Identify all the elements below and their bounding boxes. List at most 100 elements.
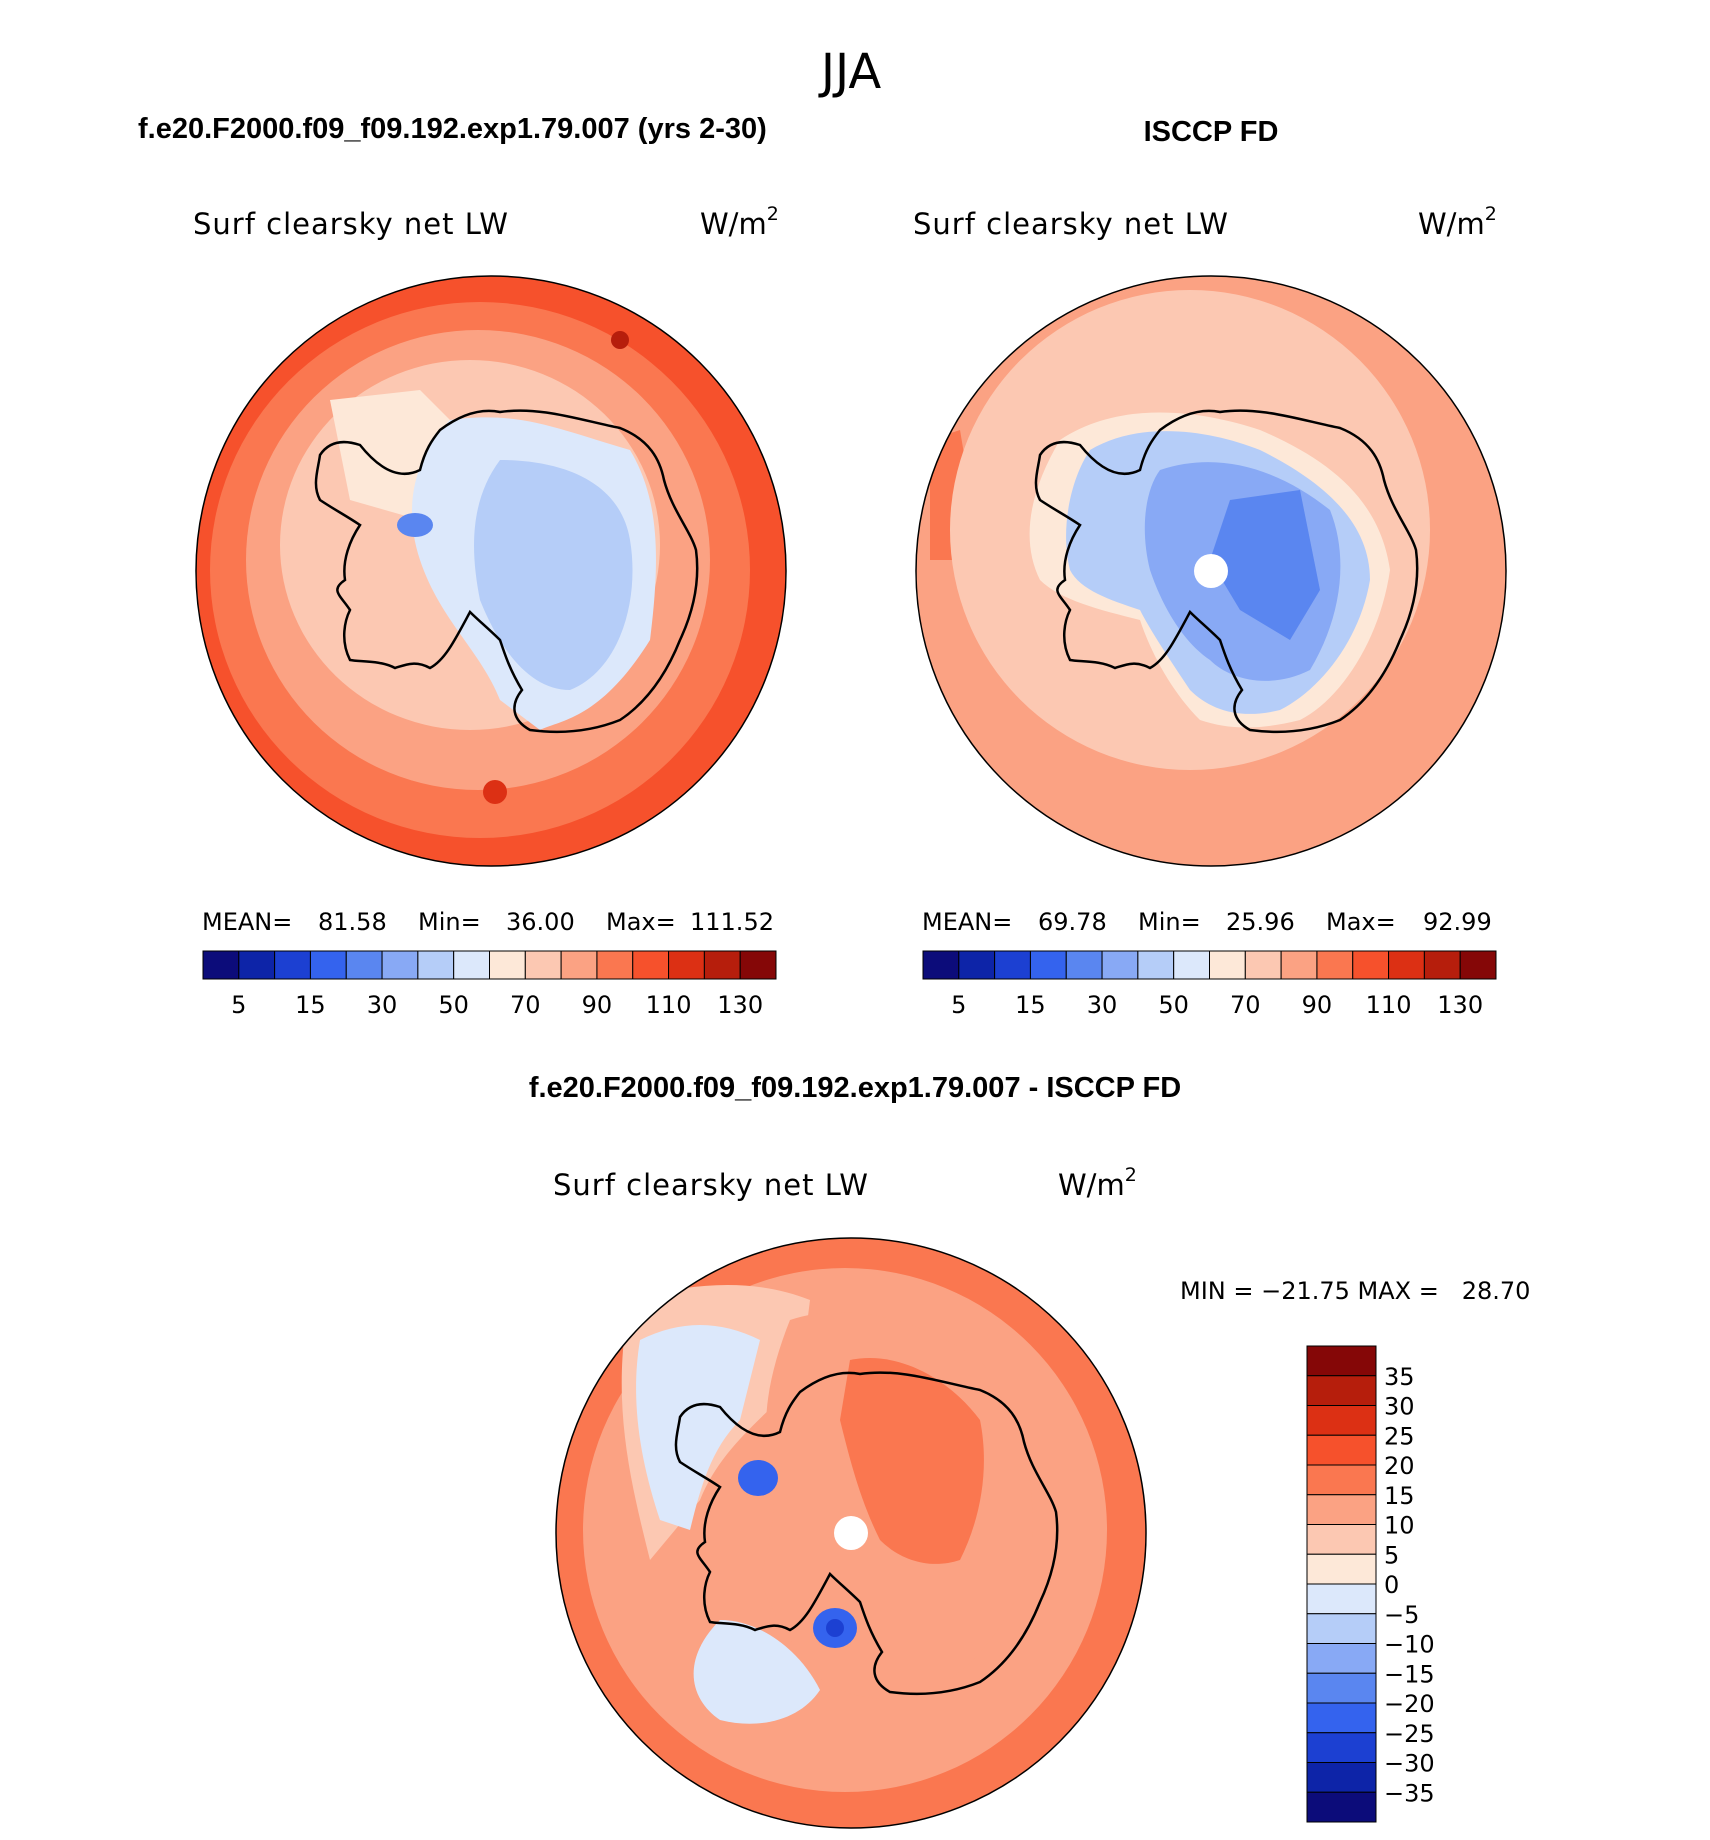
panel-diff-colorbar-swatch [1306, 1524, 1377, 1555]
panel-diff-colorbar-tick-label: 20 [1384, 1452, 1415, 1480]
panel-diff-colorbar-swatch [1306, 1494, 1377, 1525]
panel-model-mean-value: 81.58 [318, 908, 387, 936]
panel-obs-colorbar-tick-label: 110 [1366, 991, 1412, 1019]
panel-diff-colorbar-swatch [1306, 1553, 1377, 1585]
panel-model-colorbar-swatch [632, 950, 670, 980]
panel-obs-colorbar-swatch [1423, 950, 1461, 980]
panel-model-colorbar-tick-label: 90 [582, 991, 613, 1019]
panel-model-colorbar-swatch [668, 950, 705, 980]
panel-model-units: W/m2 [700, 203, 779, 241]
panel-diff-colorbar-swatch [1306, 1613, 1377, 1644]
panel-model-variable: Surf clearsky net LW [193, 207, 509, 241]
panel-model-map [196, 276, 786, 866]
panel-obs-colorbar-tick-label: 50 [1158, 991, 1189, 1019]
panel-diff-variable: Surf clearsky net LW [553, 1168, 869, 1202]
panel-obs-pole-hole [1194, 554, 1228, 588]
panel-model-colorbar-tick-label: 15 [295, 991, 326, 1019]
panel-model-colorbar-swatch [489, 950, 526, 980]
panel-model-mean-label: MEAN= [202, 908, 292, 936]
panel-obs-colorbar-tick-label: 15 [1015, 991, 1046, 1019]
panel-model-colorbar-tick-label: 130 [717, 991, 763, 1019]
panel-obs-max-label: Max= [1326, 908, 1396, 936]
panel-obs-colorbar-tick-label: 90 [1302, 991, 1333, 1019]
panel-model-colorbar-tick-label: 110 [646, 991, 692, 1019]
panel-model-max-label: Max= [606, 908, 676, 936]
panel-diff-colorbar-swatch [1306, 1672, 1377, 1704]
panel-obs-colorbar-swatch [1137, 950, 1175, 980]
panel-model-colorbar-swatch [524, 950, 562, 980]
panel-model-units-base: W/m [700, 207, 767, 241]
panel-diff-colorbar-swatch [1306, 1583, 1377, 1615]
panel-diff-units-base: W/m [1058, 1168, 1125, 1202]
panel-model-map-border [195, 275, 787, 867]
panel-model-min-value: 36.00 [506, 908, 575, 936]
panel-model: f.e20.F2000.f09_f09.192.exp1.79.007 (yrs… [138, 113, 787, 1019]
panel-model-colorbar-swatch [202, 950, 240, 980]
panel-model-colorbar-swatch [381, 950, 419, 980]
panel-diff-colorbar-tick-label: 25 [1384, 1422, 1415, 1450]
panel-diff-colorbar-tick-label: −25 [1384, 1720, 1435, 1748]
panel-diff-colorbar-swatch [1306, 1762, 1377, 1793]
panel-diff-minmax: MIN = −21.75 MAX = 28.70 [1180, 1277, 1530, 1305]
panel-diff-colorbar-tick-label: 5 [1384, 1541, 1399, 1569]
panel-diff-colorbar-tick-label: 15 [1384, 1482, 1415, 1510]
panel-obs-mean-label: MEAN= [922, 908, 1012, 936]
panel-obs-colorbar-swatch [1280, 950, 1318, 980]
panel-model-coastline [314, 409, 699, 734]
panel-diff-colorbar-swatch [1306, 1405, 1377, 1436]
panel-obs-colorbar-swatch [1173, 950, 1210, 980]
panel-obs-min-value: 25.96 [1226, 908, 1295, 936]
panel-model-colorbar-swatch [453, 950, 490, 980]
panel-obs-map [916, 276, 1506, 866]
panel-model-units-exp: 2 [767, 203, 779, 225]
panel-diff-case-title: f.e20.F2000.f09_f09.192.exp1.79.007 - IS… [529, 1072, 1181, 1104]
panel-diff-pole-hole [834, 1516, 868, 1550]
panel-model-colorbar-swatch [417, 950, 455, 980]
panel-model-colorbar-swatch [309, 950, 347, 980]
panel-model-colorbar-tick-label: 30 [367, 991, 398, 1019]
panel-obs-colorbar-swatch [1209, 950, 1246, 980]
panel-obs-units-base: W/m [1418, 207, 1485, 241]
panel-model-colorbar-swatch [274, 950, 311, 980]
panel-diff-colorbar-tick-label: −20 [1384, 1690, 1435, 1718]
panel-diff-colorbar-tick-label: −35 [1384, 1779, 1435, 1807]
panel-obs-units: W/m2 [1418, 203, 1497, 241]
panel-model-max-value: 111.52 [690, 908, 774, 936]
panel-diff-colorbar-tick-label: −30 [1384, 1750, 1435, 1778]
panel-model-case-title: f.e20.F2000.f09_f09.192.exp1.79.007 (yrs… [138, 113, 767, 145]
panel-obs-units-exp: 2 [1485, 203, 1497, 225]
panel-diff-colorbar-tick-label: 30 [1384, 1393, 1415, 1421]
panel-diff-colorbar-tick-label: 0 [1384, 1571, 1399, 1599]
panel-model-colorbar-tick-label: 50 [438, 991, 469, 1019]
panel-diff-map-border [555, 1237, 1147, 1829]
panel-obs-min-label: Min= [1138, 908, 1201, 936]
panel-obs-colorbar: 5 15 30 50 70 90 110 130 [922, 950, 1497, 1019]
panel-diff-colorbar-tick-label: −10 [1384, 1631, 1435, 1659]
panel-obs-map-border [915, 275, 1507, 867]
panel-diff-colorbar-swatch [1306, 1434, 1377, 1466]
panel-model-colorbar-swatch [703, 950, 741, 980]
panel-diff-units: W/m2 [1058, 1164, 1137, 1202]
panel-obs-colorbar-swatch [1029, 950, 1067, 980]
panel-diff-colorbar-tick-label: 35 [1384, 1363, 1415, 1391]
panel-obs-colorbar-swatch [1388, 950, 1425, 980]
panel-diff-colorbar-tick-label: 10 [1384, 1512, 1415, 1540]
panel-obs-colorbar-swatch [1459, 950, 1497, 980]
panel-model-min-label: Min= [418, 908, 481, 936]
panel-model-colorbar-tick-label: 70 [510, 991, 541, 1019]
panel-obs-colorbar-swatch [994, 950, 1031, 980]
panel-diff-colorbar-swatch [1306, 1464, 1377, 1496]
panel-diff-colorbar-swatch [1306, 1702, 1377, 1734]
panel-obs-colorbar-tick-label: 5 [951, 991, 966, 1019]
panel-diff-colorbar-swatch [1306, 1791, 1377, 1823]
panel-model-colorbar-swatch [739, 950, 777, 980]
panel-model-colorbar-swatch [560, 950, 598, 980]
panel-diff-colorbar-swatch [1306, 1643, 1377, 1674]
panel-obs-colorbar-swatch [1244, 950, 1282, 980]
panel-diff-units-exp: 2 [1125, 1164, 1137, 1186]
panel-diff-colorbar-tick-label: −5 [1384, 1601, 1419, 1629]
panel-obs-max-value: 92.99 [1423, 908, 1492, 936]
panel-obs-coastline [1034, 409, 1419, 734]
